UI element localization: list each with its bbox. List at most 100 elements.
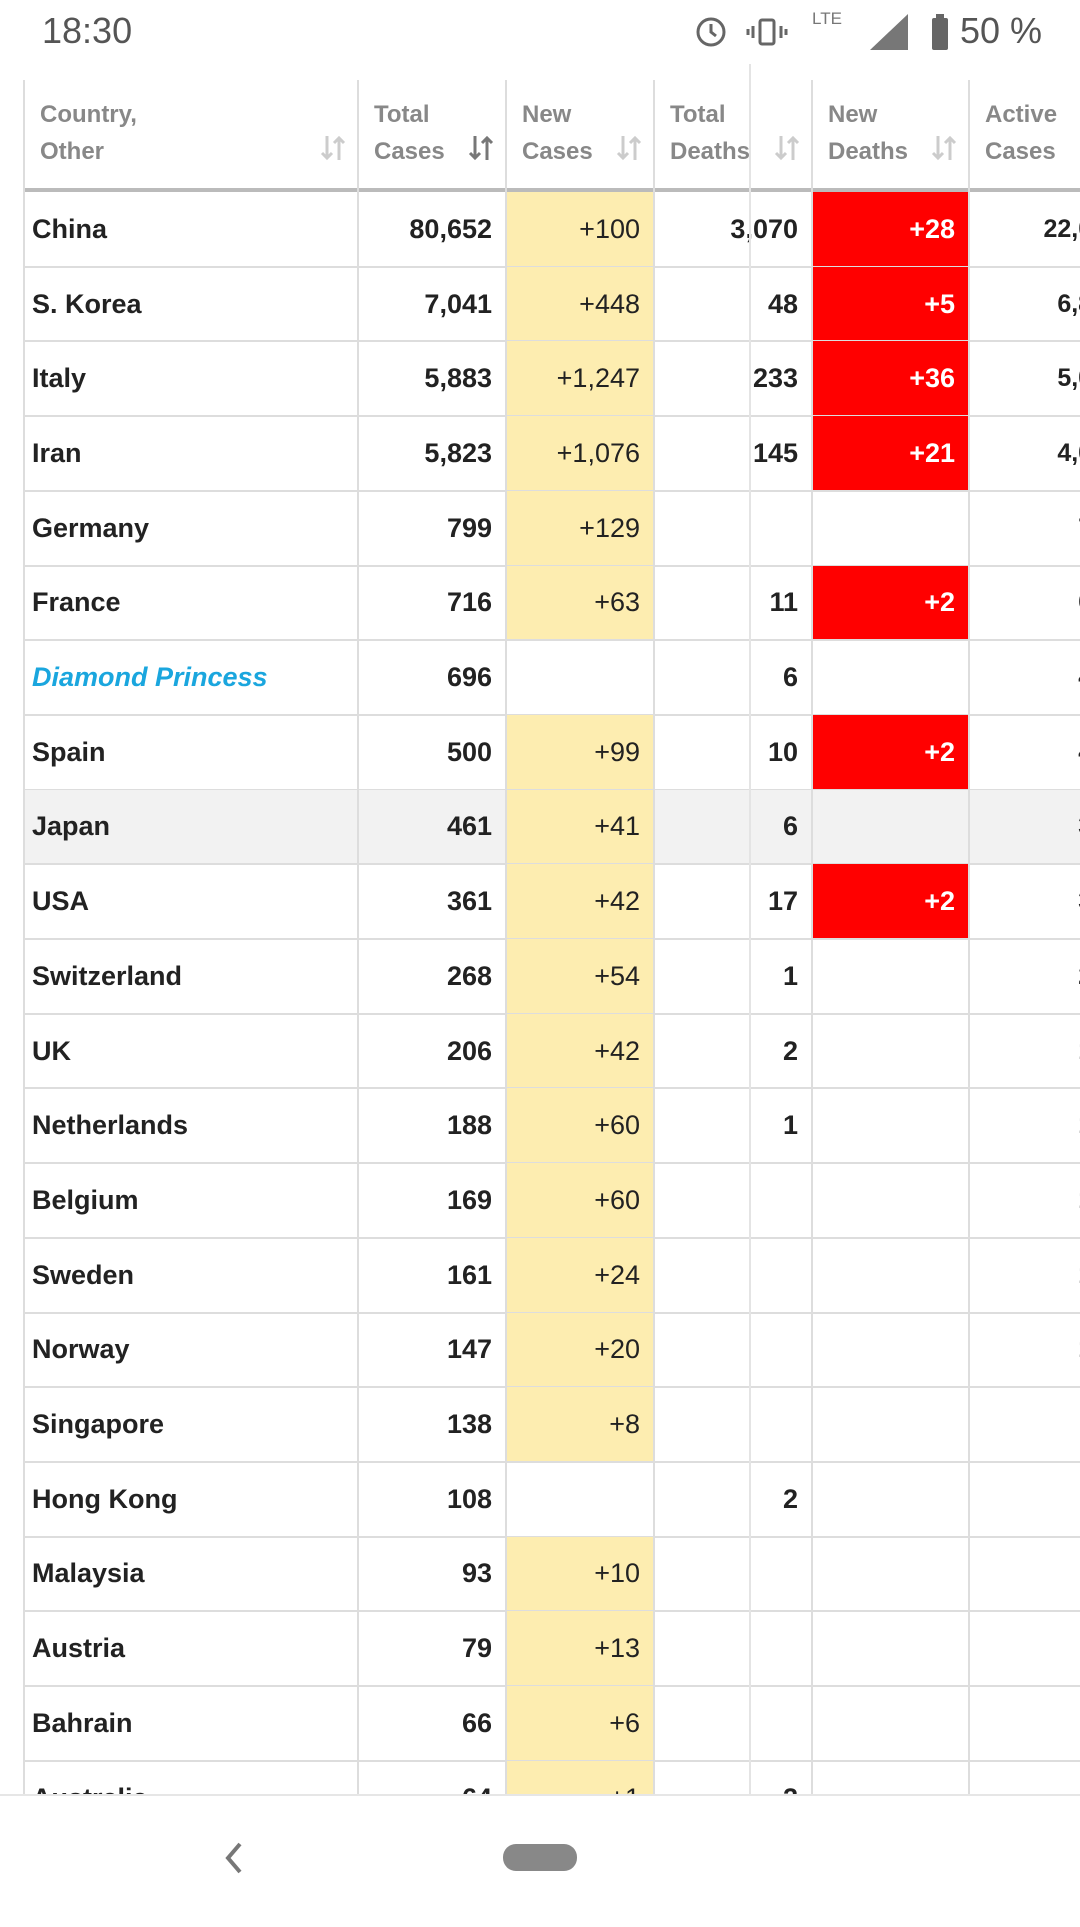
row-border	[24, 1460, 1080, 1463]
value-cell: +63	[506, 565, 654, 641]
value-cell: 44	[969, 640, 1080, 715]
country-cell[interactable]: Hong Kong	[32, 1483, 178, 1514]
value-cell: +1,247	[506, 341, 654, 417]
country-cell[interactable]: Spain	[32, 736, 106, 767]
value-cell: +8	[506, 1387, 654, 1462]
value-cell: 716	[446, 587, 492, 618]
country-cell[interactable]: Italy	[32, 363, 87, 394]
country-cell[interactable]: Switzerland	[32, 960, 183, 991]
value-cell	[812, 1163, 969, 1238]
value-cell	[654, 1537, 812, 1612]
value-cell: +129	[506, 490, 654, 566]
value-cell: 46	[969, 715, 1080, 790]
value-cell	[812, 1238, 969, 1313]
value-cell	[812, 1611, 969, 1686]
sort-icon[interactable]	[616, 134, 642, 162]
column-header[interactable]: New Cases	[506, 80, 654, 190]
value-cell: +2	[812, 565, 969, 641]
column-header[interactable]: New Deaths	[812, 80, 969, 190]
value-cell: +5	[812, 266, 969, 342]
status-bar: 18:30 LTE 50 %	[0, 0, 1080, 64]
value-cell	[506, 1462, 654, 1537]
country-cell[interactable]: China	[32, 213, 108, 244]
value-cell: 18	[969, 1014, 1080, 1089]
network-type: LTE	[812, 9, 842, 28]
back-button[interactable]	[225, 1842, 242, 1874]
country-cell[interactable]: Bahrain	[32, 1707, 133, 1738]
value-cell	[812, 789, 969, 865]
value-cell: +100	[506, 192, 654, 267]
nav-buttons	[225, 1842, 577, 1874]
value-cell	[812, 1686, 969, 1761]
column-header[interactable]: Country, Other	[24, 80, 358, 190]
value-cell: 361	[446, 886, 492, 917]
value-cell: 696	[446, 662, 492, 693]
column-border	[968, 80, 970, 1794]
value-cell: 37	[969, 789, 1080, 865]
value-cell: 6,87	[1057, 289, 1080, 318]
sort-icon[interactable]	[931, 134, 957, 162]
country-cell[interactable]: Austria	[32, 1633, 126, 1664]
value-cell	[812, 491, 969, 566]
value-cell: 108	[446, 1483, 492, 1514]
column-header[interactable]: Active Cases	[985, 101, 1058, 165]
value-cell: 3,070	[730, 213, 798, 244]
country-cell[interactable]: Malaysia	[32, 1558, 145, 1589]
country-cell[interactable]: Germany	[32, 512, 150, 543]
sort-icon[interactable]	[774, 134, 800, 162]
country-cell[interactable]: Norway	[32, 1334, 130, 1365]
column-border	[653, 80, 655, 1794]
value-cell: +28	[812, 192, 969, 267]
sort-icon[interactable]	[468, 134, 494, 162]
value-cell: 26	[969, 939, 1080, 1014]
value-cell: 1	[782, 1110, 798, 1141]
column-border	[811, 80, 813, 1794]
value-cell: +448	[506, 266, 654, 342]
value-cell: 48	[767, 288, 798, 319]
country-cell[interactable]: UK	[32, 1035, 71, 1066]
value-cell: 69	[969, 566, 1080, 641]
country-cell[interactable]: Diamond Princess	[32, 662, 268, 693]
country-cell[interactable]: Netherlands	[32, 1110, 189, 1141]
country-cell[interactable]: France	[32, 587, 121, 618]
value-cell: 799	[446, 512, 492, 543]
country-cell[interactable]: Iran	[32, 437, 82, 468]
column-border	[749, 64, 751, 1794]
country-cell[interactable]: Belgium	[32, 1184, 139, 1215]
value-cell: 4	[969, 1761, 1080, 1794]
value-cell	[812, 640, 969, 715]
home-button[interactable]	[503, 1844, 577, 1871]
value-cell	[812, 1014, 969, 1089]
value-cell	[654, 1238, 812, 1313]
country-cell[interactable]: Sweden	[32, 1259, 135, 1290]
column-header[interactable]: Total Deaths	[654, 80, 812, 190]
column-border	[23, 80, 25, 1794]
value-cell: +42	[506, 1013, 654, 1089]
value-cell: +60	[506, 1088, 654, 1164]
value-cell: +60	[506, 1163, 654, 1238]
column-header[interactable]: Total Cases	[358, 80, 506, 190]
value-cell: 147	[446, 1334, 492, 1365]
value-cell: 5,823	[424, 437, 492, 468]
country-cell[interactable]: USA	[32, 886, 90, 917]
value-cell: +2	[812, 714, 969, 790]
row-border	[24, 639, 1080, 642]
country-cell[interactable]: Japan	[24, 789, 358, 865]
value-cell: 10	[767, 736, 798, 767]
value-cell: 161	[446, 1259, 492, 1290]
value-cell: +24	[506, 1237, 654, 1313]
value-cell	[654, 1686, 812, 1761]
value-cell	[654, 1313, 812, 1388]
value-cell: 66	[461, 1707, 492, 1738]
column-border	[505, 80, 507, 1794]
clock: 18:30	[42, 10, 133, 51]
country-cell[interactable]: Australia	[24, 1761, 358, 1794]
value-cell: 80,652	[409, 213, 492, 244]
country-cell[interactable]: S. Korea	[32, 288, 142, 319]
value-cell: 7,041	[424, 288, 492, 319]
value-cell: 4	[969, 1387, 1080, 1462]
value-cell: +99	[506, 714, 654, 790]
sort-icon[interactable]	[320, 134, 346, 162]
country-cell[interactable]: Singapore	[32, 1409, 165, 1440]
